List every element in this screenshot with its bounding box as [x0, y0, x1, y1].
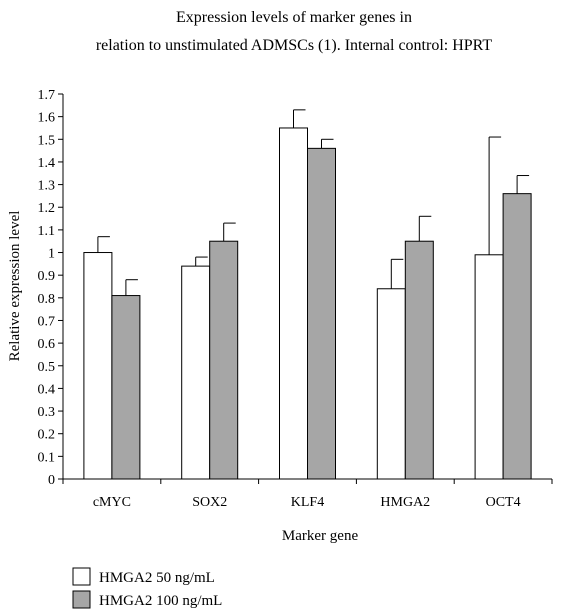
chart-title-line-1: Expression levels of marker genes in — [176, 9, 412, 26]
bar — [307, 147, 336, 480]
bar — [279, 127, 308, 480]
legend-swatch-series-1 — [72, 567, 91, 586]
legend: HMGA2 50 ng/mL HMGA2 100 ng/mL — [72, 567, 222, 609]
y-tick-label: 1 — [48, 247, 55, 262]
legend-label-series-1: HMGA2 50 ng/mL — [99, 570, 215, 586]
y-tick-label: 0.5 — [38, 360, 56, 375]
bar — [502, 193, 532, 480]
plot-area: 0 0.1 0.2 0.3 0.4 0.5 0.6 0.7 0.8 0.9 1 1.1 1.2 1.3 1.… — [38, 88, 553, 510]
bar — [111, 295, 141, 480]
y-tick-label: 1.3 — [38, 179, 56, 194]
chart-title-line-2: relation to unstimulated ADMSCs (1). Int… — [96, 37, 493, 54]
y-tick-label: 1.7 — [38, 88, 56, 103]
x-tick-label: SOX2 — [192, 495, 227, 510]
x-tick-label: cMYC — [93, 495, 131, 510]
y-tick-label: 0.9 — [38, 269, 56, 284]
bar — [83, 252, 113, 480]
y-tick-label: 1.5 — [38, 133, 56, 148]
y-tick-label: 1.4 — [38, 156, 56, 171]
y-tick-label: 0.6 — [38, 337, 56, 352]
x-tick-label: OCT4 — [486, 495, 521, 510]
y-tick-label: 0 — [48, 473, 55, 488]
x-tick-label: KLF4 — [291, 495, 324, 510]
y-tick-label: 1.6 — [38, 111, 56, 126]
bar — [376, 288, 406, 480]
y-axis-label: Relative expression level — [7, 211, 23, 362]
bar — [474, 254, 504, 480]
legend-swatch-series-2 — [72, 590, 91, 609]
y-tick-label: 1.2 — [38, 201, 56, 216]
y-tick-label: 0.1 — [38, 450, 56, 465]
bar — [404, 240, 434, 480]
bar — [209, 240, 239, 480]
y-tick-label: 0.4 — [38, 382, 56, 397]
y-tick-label: 0.8 — [38, 292, 56, 307]
bar — [181, 265, 211, 480]
legend-label-series-2: HMGA2 100 ng/mL — [99, 593, 222, 609]
x-tick-label: HMGA2 — [380, 495, 430, 510]
y-tick-label: 0.7 — [38, 314, 56, 329]
y-tick-label: 0.3 — [38, 405, 56, 420]
y-tick-label: 0.2 — [38, 428, 56, 443]
y-tick-label: 1.1 — [38, 224, 56, 239]
x-axis-label: Marker gene — [282, 528, 359, 544]
